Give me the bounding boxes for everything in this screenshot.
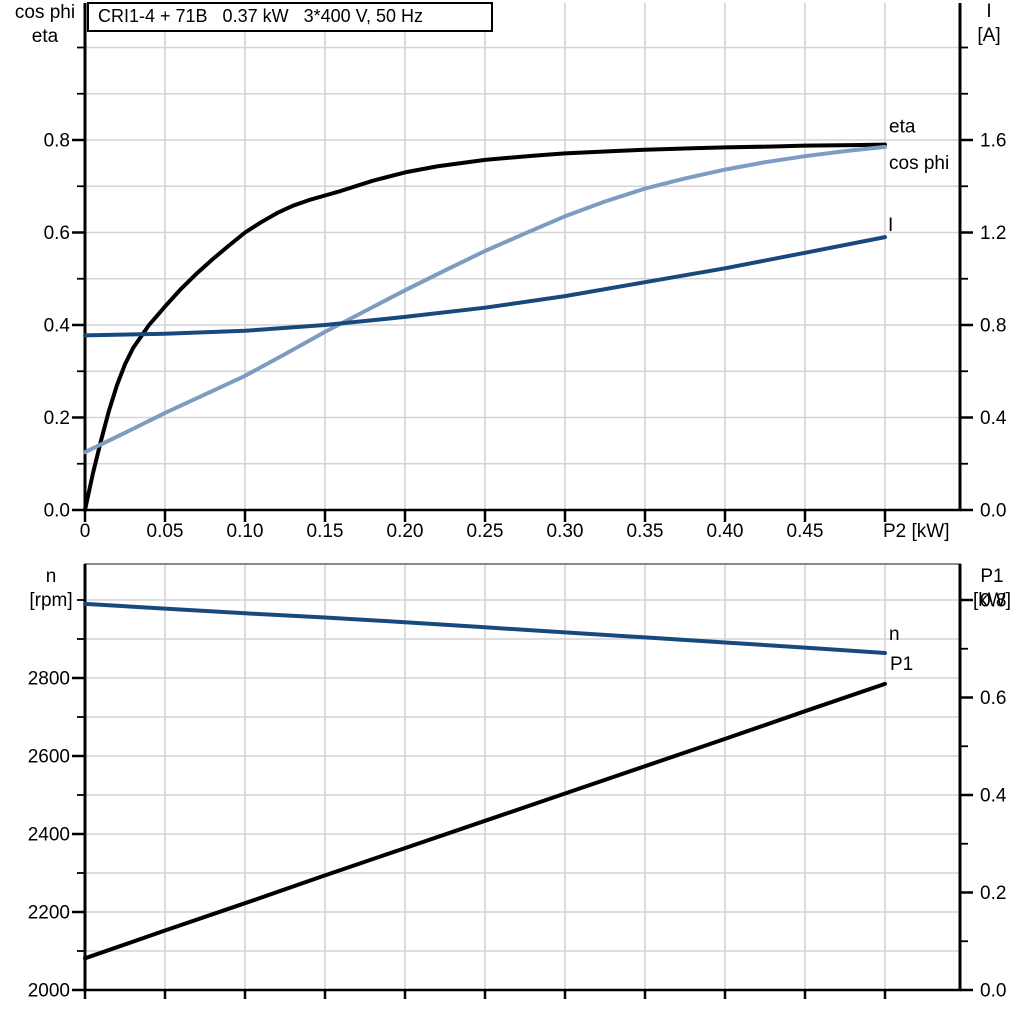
left-tick-label: 0.2 (44, 408, 70, 429)
eta-curve-label: eta (889, 117, 916, 138)
right-tick-label: 0.2 (980, 883, 1006, 904)
left-tick-label: 0.0 (44, 501, 70, 522)
left-tick-label: 2800 (28, 669, 70, 690)
x-tick-label: 0.30 (547, 521, 584, 542)
axes (83, 3, 962, 512)
n-curve-label: n (889, 624, 900, 645)
right-tick-label: 0.8 (980, 316, 1006, 337)
x-tick-label: 0.20 (387, 521, 424, 542)
P1-curve-label: P1 (890, 654, 913, 675)
left-axis-ticks: 2000 2200 2400 2600 2800 (28, 599, 85, 1002)
top-right-axis-unit-amps: [A] (977, 25, 1001, 46)
top-chart: 0.00.20.40.60.80.00.40.81.21.60 0.05 0.10 0… (44, 3, 1007, 542)
I-curve-label: I (888, 215, 893, 236)
x-axis-ticks: 0 0.05 0.10 0.15 0.20 0.25 0.30 0.35 0.40 0.45 P2 … (80, 510, 950, 542)
x-tick-label: 0.15 (307, 521, 344, 542)
left-tick-label: 0.8 (44, 131, 70, 152)
left-tick-label: 2000 (28, 981, 70, 1002)
bottom-chart: 2000 2200 2400 2600 2800 0.0 0.2 0.4 0.6 0.8 n P1 (28, 563, 1007, 1002)
right-tick-label: 1.6 (980, 131, 1006, 152)
right-tick-label: 0.4 (980, 786, 1007, 807)
top-left-axis-label-cos-phi: cos phi (14, 2, 76, 23)
right-tick-label: 0.0 (980, 501, 1006, 522)
x-tick-label: 0.10 (227, 521, 264, 542)
left-tick-label: 0.4 (44, 316, 71, 337)
eta-curve (83, 142, 887, 512)
cos-phi-curve (83, 144, 887, 455)
I-curve (83, 235, 887, 338)
x-tick-label: 0.45 (787, 521, 824, 542)
left-tick-label: 0.6 (44, 223, 70, 244)
x-tick-label: 0.25 (467, 521, 504, 542)
bottom-right-axis-unit-kw: [kW] (973, 590, 1011, 611)
bottom-right-axis-label-p1: P1 (980, 566, 1004, 587)
right-tick-label: 1.2 (980, 223, 1006, 244)
x-tick-label: 0.35 (627, 521, 664, 542)
top-left-axis-label-eta: eta (31, 26, 59, 47)
x-axis-ticks (83, 990, 887, 999)
left-axis-ticks: 0.0 0.2 0.4 0.6 0.8 (44, 46, 85, 522)
left-tick-label: 2600 (28, 747, 70, 768)
bottom-left-axis-label-speed: n (45, 566, 57, 587)
cos-phi-curve-label: cos phi (889, 153, 949, 174)
x-tick-label: 0.05 (147, 521, 184, 542)
axes (83, 563, 962, 992)
right-tick-label: 0.0 (980, 981, 1006, 1002)
x-tick-label: 0.40 (707, 521, 744, 542)
P1-curve (83, 681, 887, 961)
right-tick-label: 0.4 (980, 408, 1007, 429)
right-tick-label: 0.6 (980, 688, 1006, 709)
gridlines (85, 564, 960, 990)
n-curve (83, 601, 887, 655)
right-tick-label: 0.8 (980, 591, 1006, 612)
chart-title-box: CRI1-4 + 71B 0.37 kW 3*400 V, 50 Hz (87, 2, 493, 32)
left-tick-label: 2400 (28, 825, 70, 846)
right-axis-ticks: 0.0 0.4 0.8 1.2 1.6 (960, 46, 1007, 522)
x-axis-unit-label: P2 [kW] (883, 521, 950, 542)
right-axis-ticks: 0.0 0.2 0.4 0.6 0.8 (960, 591, 1007, 1002)
left-tick-label: 2200 (28, 903, 70, 924)
x-tick-label: 0 (80, 521, 91, 542)
top-right-axis-label-current: I (986, 1, 992, 22)
bottom-left-axis-unit-rpm: [rpm] (29, 590, 73, 611)
